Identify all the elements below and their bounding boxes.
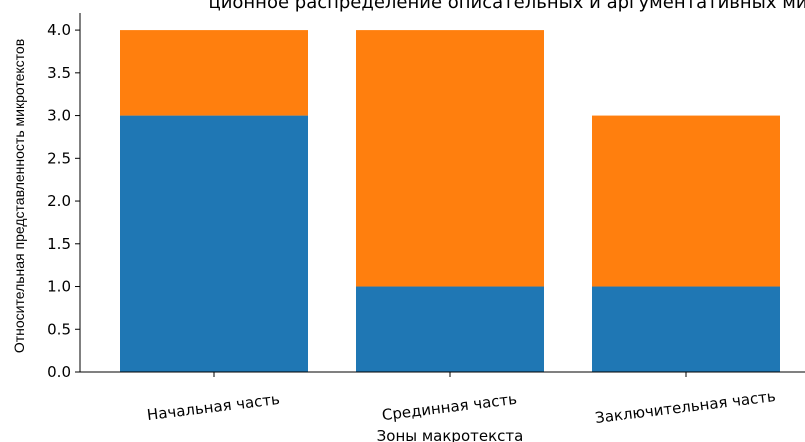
y-tick-label: 2.5: [47, 149, 71, 167]
y-tick-label: 3.5: [47, 64, 71, 82]
x-tick-label: Начальная часть: [146, 390, 281, 424]
y-axis: 0.0 0.5 1.0 1.5 2.0 2.5 3.0 3.5 4.0: [47, 13, 81, 381]
y-tick-label: 1.0: [47, 278, 71, 296]
bar-3-segment-2: [592, 115, 780, 287]
plot-area: [120, 30, 780, 373]
y-tick-label: 3.0: [47, 107, 71, 125]
y-tick-label: 2.0: [47, 192, 71, 210]
bar-1-segment-1: [120, 115, 308, 373]
x-axis-label: Зоны макротекста: [377, 427, 524, 442]
x-tick-label: Срединная часть: [381, 390, 518, 424]
bar-2-segment-1: [356, 286, 544, 372]
y-tick-label: 4.0: [47, 21, 71, 39]
chart-title: ционное распределение описательных и арг…: [208, 0, 805, 13]
y-tick-label: 0.0: [47, 363, 71, 381]
y-tick-label: 1.5: [47, 235, 71, 253]
bar-2-segment-2: [356, 30, 544, 287]
bar-1-segment-2: [120, 30, 308, 116]
x-tick-label: Заключительная часть: [594, 387, 777, 427]
x-axis: Начальная часть Срединная часть Заключител…: [80, 371, 805, 427]
bar-3-segment-1: [592, 286, 780, 372]
y-axis-label: Относительная представленность микротекс…: [11, 39, 27, 353]
y-tick-label: 0.5: [47, 320, 71, 338]
